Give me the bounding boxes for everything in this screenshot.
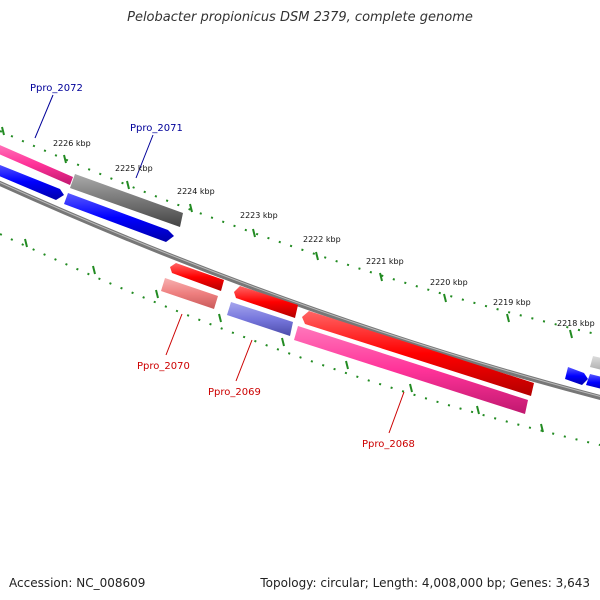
- tick-label: 2219 kbp: [493, 298, 531, 307]
- tick-label: 2222 kbp: [303, 235, 341, 244]
- tick-label: 2223 kbp: [240, 211, 278, 220]
- inner-tick-ruler: [0, 233, 600, 446]
- label-leaders: [34, 94, 405, 434]
- leader-ppro-2071: [135, 134, 154, 179]
- leader-ppro-2072: [34, 94, 54, 139]
- gene-ppro-2072[interactable]: [0, 143, 73, 185]
- gene-ppro-2069[interactable]: [227, 302, 293, 336]
- accession-text: Accession: NC_008609: [9, 576, 146, 590]
- major-tick: [92, 265, 96, 275]
- major-tick: [126, 180, 130, 190]
- genome-backbone-highlight: [0, 181, 600, 397]
- major-tick: [409, 383, 413, 393]
- tick-label: 2226 kbp: [53, 139, 91, 148]
- major-tick: [218, 313, 222, 323]
- major-tick: [155, 289, 159, 299]
- gene-red-2068-a[interactable]: [302, 311, 534, 396]
- tick-label: 2225 kbp: [115, 164, 153, 173]
- gene-red-2069-a[interactable]: [234, 286, 298, 318]
- gene-label-ppro-2069[interactable]: Ppro_2069: [208, 387, 261, 398]
- leader-ppro-2068: [388, 391, 405, 434]
- major-tick: [569, 329, 573, 339]
- gene-ppro-2070[interactable]: [161, 278, 218, 309]
- map-title: Pelobacter propionicus DSM 2379, complet…: [127, 10, 473, 25]
- plus-strand-genes: [0, 143, 183, 242]
- tick-label: 2224 kbp: [177, 187, 215, 196]
- gene-ppro-2068[interactable]: [294, 326, 528, 414]
- gene-blue-right-a[interactable]: [565, 367, 588, 385]
- gene-label-ppro-2071[interactable]: Ppro_2071: [130, 123, 183, 134]
- minus-strand-genes: [161, 263, 600, 414]
- gene-red-2070-a[interactable]: [170, 263, 224, 291]
- major-tick: [506, 313, 510, 323]
- major-tick: [252, 228, 256, 238]
- genome-summary-text: Topology: circular; Length: 4,008,000 bp…: [260, 576, 590, 590]
- gene-ppro-2071[interactable]: [70, 174, 183, 227]
- tick-labels: 2226 kbp 2225 kbp 2224 kbp 2223 kbp 2222…: [53, 139, 595, 328]
- major-tick: [24, 238, 28, 248]
- major-tick: [189, 203, 193, 213]
- gene-gray-right[interactable]: [590, 356, 600, 372]
- major-tick: [63, 154, 67, 164]
- gene-label-ppro-2070[interactable]: Ppro_2070: [137, 361, 190, 372]
- major-tick: [281, 337, 285, 347]
- major-tick: [476, 405, 480, 415]
- major-tick: [1, 126, 5, 136]
- major-tick: [540, 423, 544, 433]
- genome-backbone: [0, 180, 600, 400]
- gene-label-ppro-2068[interactable]: Ppro_2068: [362, 439, 415, 450]
- leader-ppro-2070: [165, 313, 183, 356]
- outer-tick-ruler: [0, 126, 600, 339]
- gene-blue-right-b[interactable]: [586, 374, 600, 391]
- major-tick: [443, 293, 447, 303]
- inner-dotted-line: [0, 233, 600, 446]
- leader-ppro-2069: [235, 339, 253, 382]
- gene-label-ppro-2072[interactable]: Ppro_2072: [30, 83, 83, 94]
- tick-label: 2220 kbp: [430, 278, 468, 287]
- major-tick: [315, 251, 319, 261]
- gene-labels: Ppro_2072 Ppro_2071 Ppro_2070 Ppro_2069 …: [30, 83, 415, 450]
- gene-ppro-2071-blue[interactable]: [64, 193, 174, 242]
- tick-label: 2221 kbp: [366, 257, 404, 266]
- gene-ppro-2072-blue[interactable]: [0, 163, 64, 200]
- major-tick: [345, 360, 349, 370]
- major-tick: [379, 272, 383, 282]
- tick-label: 2218 kbp: [557, 319, 595, 328]
